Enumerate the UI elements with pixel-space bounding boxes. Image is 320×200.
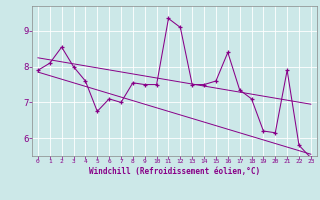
X-axis label: Windchill (Refroidissement éolien,°C): Windchill (Refroidissement éolien,°C) xyxy=(89,167,260,176)
